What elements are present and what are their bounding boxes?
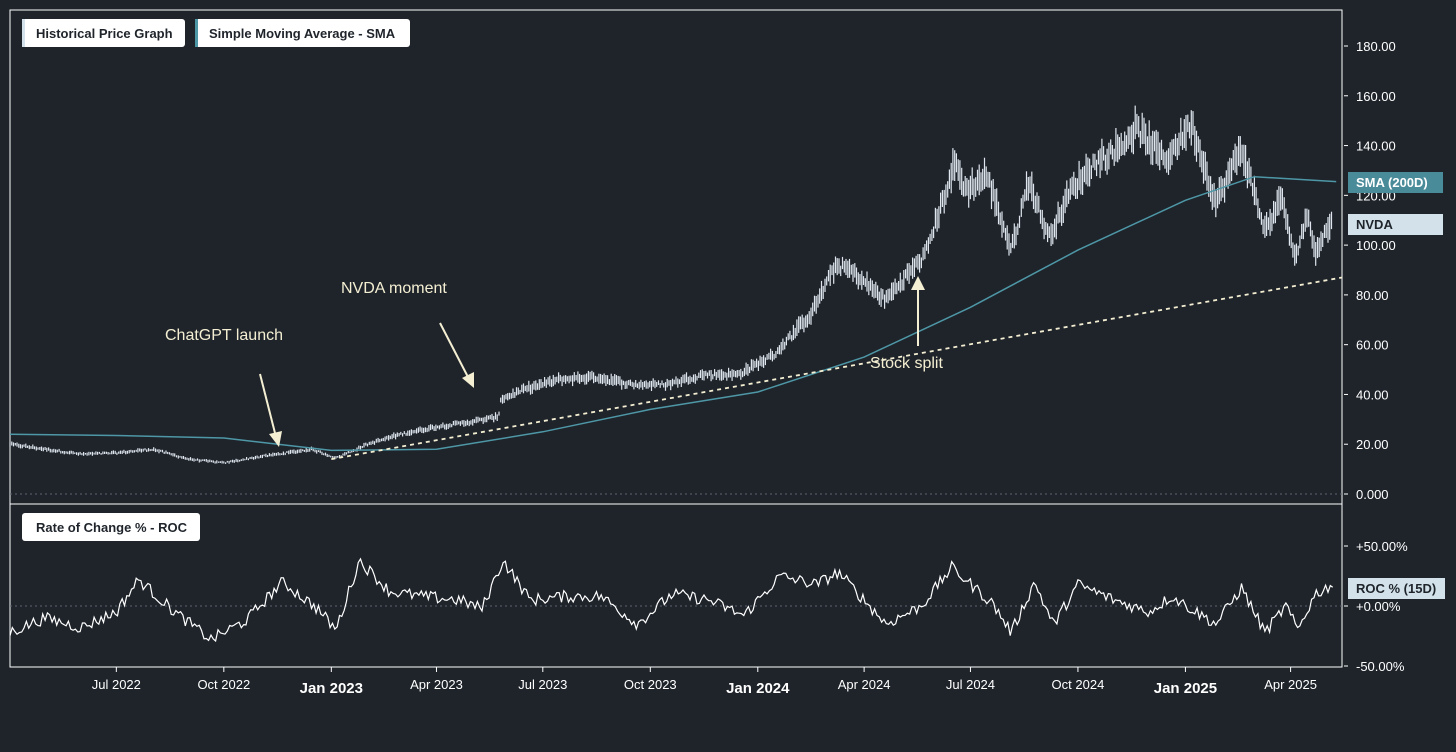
legend-roc-label: Rate of Change % - ROC [36, 520, 188, 535]
annotation-chatgpt-text: ChatGPT launch [165, 327, 283, 344]
nvda-chip: NVDA [1348, 214, 1443, 235]
x-tick-label: Jan 2024 [726, 680, 790, 697]
x-tick-label: Oct 2023 [624, 677, 677, 692]
trend-line [331, 276, 1343, 461]
roc-line [9, 557, 1334, 643]
roc-panel-frame [9, 503, 1343, 668]
y-tick-label: 20.00 [1356, 437, 1389, 452]
legend-sma-label: Simple Moving Average - SMA [209, 26, 396, 41]
y-tick-label: 0.000 [1356, 487, 1389, 502]
y-tick-label: 140.00 [1356, 139, 1396, 154]
roc-chip: ROC % (15D) [1348, 578, 1445, 599]
y-tick-label: 80.00 [1356, 288, 1389, 303]
annotation-stock-split: Stock split [870, 276, 943, 372]
x-tick-label: Oct 2024 [1052, 677, 1105, 692]
legend-roc[interactable]: Rate of Change % - ROC [22, 513, 200, 541]
annotation-nvda-moment-arrow [439, 322, 470, 380]
annotation-nvda-moment-text: NVDA moment [341, 280, 447, 297]
nvda-chip-label: NVDA [1356, 217, 1393, 232]
x-tick-label: Oct 2022 [197, 677, 250, 692]
y-tick-label: 60.00 [1356, 338, 1389, 353]
roc-y-axis: -50.00% +0.00% +50.00% [1344, 539, 1408, 674]
sma-line [9, 175, 1337, 452]
annotation-nvda-moment: NVDA moment [341, 280, 474, 388]
annotation-stock-split-arrowhead [911, 276, 925, 290]
x-tick-label: Apr 2025 [1264, 677, 1317, 692]
x-tick-label: Jul 2024 [946, 677, 995, 692]
annotation-nvda-moment-arrowhead [462, 372, 474, 388]
x-tick-label: Apr 2024 [838, 677, 891, 692]
legend-price[interactable]: Historical Price Graph [22, 19, 185, 47]
annotation-chatgpt-arrowhead [269, 431, 282, 447]
roc-series [9, 557, 1334, 643]
price-ticks [9, 105, 1333, 464]
roc-tick-label: -50.00% [1356, 659, 1405, 674]
x-tick-label: Jan 2023 [300, 680, 363, 697]
price-series [9, 175, 1343, 461]
annotation-chatgpt: ChatGPT launch [165, 327, 283, 447]
legend-price-label: Historical Price Graph [36, 26, 173, 41]
price-y-axis: 0.00020.0040.0060.0080.00100.00120.00140… [1344, 39, 1396, 502]
x-tick-label: Apr 2023 [410, 677, 463, 692]
y-tick-label: 40.00 [1356, 387, 1389, 402]
sma-chip: SMA (200D) [1348, 172, 1443, 193]
price-panel-frame [9, 9, 1343, 505]
roc-tick-label: +0.00% [1356, 599, 1401, 614]
roc-tick-label: +50.00% [1356, 539, 1408, 554]
x-tick-label: Jul 2022 [92, 677, 141, 692]
annotation-stock-split-text: Stock split [870, 355, 943, 372]
x-tick-label: Jan 2025 [1154, 680, 1217, 697]
sma-chip-label: SMA (200D) [1356, 175, 1428, 190]
x-tick-label: Jul 2023 [518, 677, 567, 692]
y-tick-label: 100.00 [1356, 238, 1396, 253]
roc-chip-label: ROC % (15D) [1356, 581, 1436, 596]
annotation-chatgpt-arrow [259, 373, 277, 438]
y-tick-label: 160.00 [1356, 89, 1396, 104]
y-tick-label: 180.00 [1356, 39, 1396, 54]
x-axis: Jul 2022 Oct 2022 Jan 2023 Apr 2023 Jul 2023… [92, 667, 1317, 697]
legend-sma[interactable]: Simple Moving Average - SMA [195, 19, 410, 47]
